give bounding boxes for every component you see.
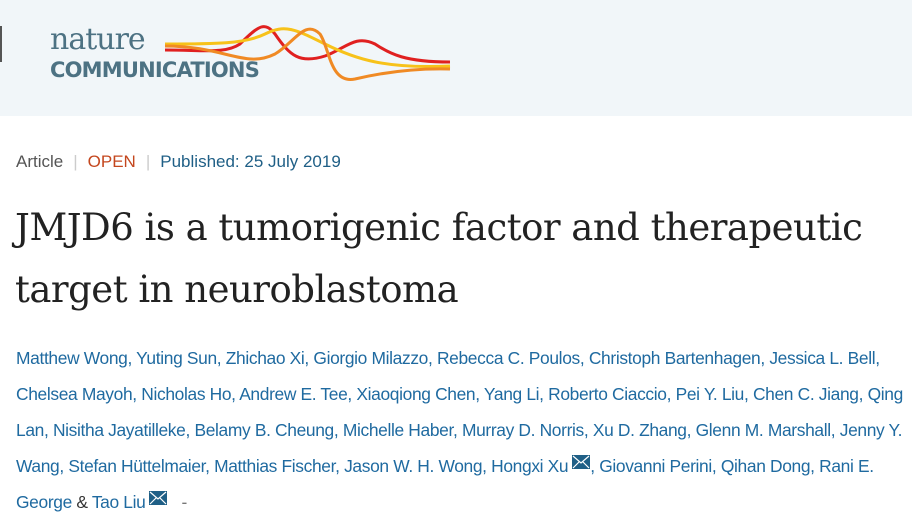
logo-nature: nature xyxy=(50,22,146,57)
author-link[interactable]: Chen C. Jiang xyxy=(752,384,859,404)
author-link[interactable]: Giorgio Milazzo xyxy=(313,348,428,368)
author-list: Matthew Wong, Yuting Sun, Zhichao Xi, Gi… xyxy=(16,348,903,512)
menu-edge xyxy=(0,26,2,62)
envelope-icon[interactable] xyxy=(572,455,591,469)
author-link[interactable]: Xu D. Zhang xyxy=(592,420,687,440)
author-link[interactable]: Christoph Bartenhagen xyxy=(588,348,761,368)
author-link[interactable]: Nisitha Jayatilleke xyxy=(52,420,186,440)
author-link[interactable]: Andrew E. Tee xyxy=(239,384,348,404)
author-link[interactable]: Glenn M. Marshall xyxy=(695,420,832,440)
author-link[interactable]: Rebecca C. Poulos xyxy=(436,348,580,368)
author-link[interactable]: Qing Lan xyxy=(16,384,903,440)
show-authors-toggle[interactable]: - xyxy=(181,492,187,512)
published-date: Published: 25 July 2019 xyxy=(160,152,341,171)
author-link[interactable]: Rani E. George xyxy=(16,456,874,512)
author-link[interactable]: Jessica L. Bell xyxy=(769,348,876,368)
author-link[interactable]: Yuting Sun xyxy=(136,348,217,368)
author-link[interactable]: Jenny Y. Wang xyxy=(16,420,903,476)
author-link[interactable]: Jason W. H. Wong xyxy=(344,456,483,476)
author-link[interactable]: Belamy B. Cheung xyxy=(194,420,334,440)
author-link[interactable]: Pei Y. Liu xyxy=(675,384,745,404)
author-link[interactable]: Qihan Dong xyxy=(720,456,811,476)
journal-logo[interactable]: nature COMMUNICATIONS xyxy=(50,14,451,84)
open-access-badge: OPEN xyxy=(87,152,136,171)
author-link[interactable]: Yang Li xyxy=(483,384,540,404)
author-link[interactable]: Hongxi Xu xyxy=(491,456,569,476)
author-link[interactable]: Matthew Wong xyxy=(16,348,128,368)
envelope-icon[interactable] xyxy=(149,491,168,505)
ampersand: & xyxy=(76,492,88,512)
author-link[interactable]: Roberto Ciaccio xyxy=(548,384,667,404)
author-link[interactable]: Zhichao Xi xyxy=(225,348,305,368)
article-type: Article xyxy=(16,152,64,171)
author-link[interactable]: Giovanni Perini xyxy=(599,456,712,476)
author-link[interactable]: Tao Liu xyxy=(91,492,146,512)
article-meta: Article | OPEN | Published: 25 July 2019 xyxy=(16,152,341,172)
author-link[interactable]: Xiaoqiong Chen xyxy=(356,384,476,404)
author-link[interactable]: Michelle Haber xyxy=(342,420,453,440)
author-link[interactable]: Nicholas Ho xyxy=(141,384,232,404)
divider: | xyxy=(73,152,78,171)
logo-communications: COMMUNICATIONS xyxy=(50,58,260,82)
article-title: JMJD6 is a tumorigenic factor and therap… xyxy=(15,206,863,311)
author-link[interactable]: Stefan Hüttelmaier xyxy=(68,456,206,476)
logo-wave-icon xyxy=(165,25,451,81)
author-link[interactable]: Murray D. Norris xyxy=(461,420,584,440)
divider: | xyxy=(145,152,151,171)
site-header: nature COMMUNICATIONS xyxy=(0,0,912,116)
author-link[interactable]: Matthias Fischer xyxy=(214,456,336,476)
author-link[interactable]: Chelsea Mayoh xyxy=(16,384,133,404)
